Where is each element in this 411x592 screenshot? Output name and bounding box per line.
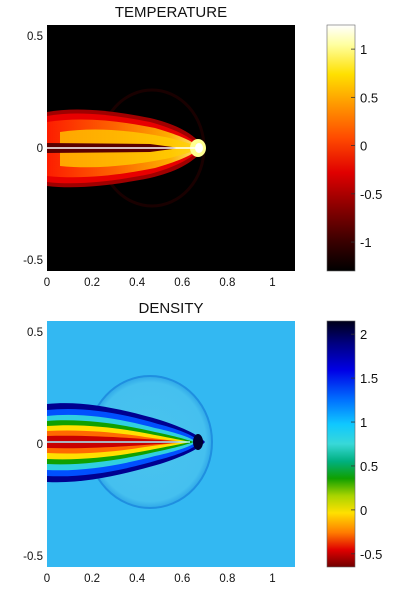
dens-y-tick-label: 0 — [37, 439, 43, 451]
dens-x-tick-label: 0.6 — [174, 573, 190, 585]
dens-x-tick-label: 0.4 — [129, 573, 146, 585]
temp-colorbar-tick-label: -1 — [360, 235, 372, 250]
temp-x-tick-label: 0.2 — [84, 277, 100, 289]
temperature-colorbar — [327, 25, 355, 271]
temperature-panel: TEMPERATURE 0 0.2 0.4 0.6 0.8 1 0.50-0.5 10. — [23, 4, 382, 289]
temp-x-tick-label: 0 — [44, 277, 50, 289]
dens-colorbar-tick-label: 0.5 — [360, 459, 378, 474]
dens-x-tick-label: 1 — [269, 573, 275, 585]
temp-y-tick-label: 0 — [37, 143, 43, 155]
temp-x-tick-label: 0.4 — [129, 277, 146, 289]
density-colorbar — [327, 321, 355, 567]
dens-colorbar-tick-label: -0.5 — [360, 547, 382, 562]
dens-y-tick-label: 0.5 — [27, 327, 43, 339]
temp-colorbar-tick-label: -0.5 — [360, 187, 382, 202]
temperature-heatmap — [47, 25, 295, 271]
density-title: DENSITY — [138, 300, 203, 317]
dens-colorbar-tick-label: 1 — [360, 415, 367, 430]
dens-colorbar-tick-label: 2 — [360, 327, 367, 342]
dens-colorbar-tick-label: 0 — [360, 503, 367, 518]
temp-x-tick-label: 0.8 — [219, 277, 235, 289]
dens-colorbar-tick-label: 1.5 — [360, 371, 378, 386]
density-heatmap — [47, 321, 295, 567]
dens-x-tick-label: 0.8 — [219, 573, 235, 585]
temp-y-tick-label: -0.5 — [23, 255, 43, 267]
dens-x-tick-label: 0 — [44, 573, 50, 585]
temp-colorbar-tick-label: 1 — [360, 42, 367, 57]
temp-x-tick-label: 0.6 — [174, 277, 190, 289]
temp-colorbar-tick-label: 0.5 — [360, 90, 378, 105]
temperature-title: TEMPERATURE — [115, 4, 227, 21]
temp-y-tick-label: 0.5 — [27, 31, 43, 43]
density-panel: DENSITY 0 0.2 0.4 0.6 0.8 1 0.50-0.5 — [23, 300, 382, 585]
temp-colorbar-tick-label: 0 — [360, 139, 367, 154]
dens-y-tick-label: -0.5 — [23, 551, 43, 563]
temp-x-tick-label: 1 — [269, 277, 275, 289]
dens-x-tick-label: 0.2 — [84, 573, 100, 585]
